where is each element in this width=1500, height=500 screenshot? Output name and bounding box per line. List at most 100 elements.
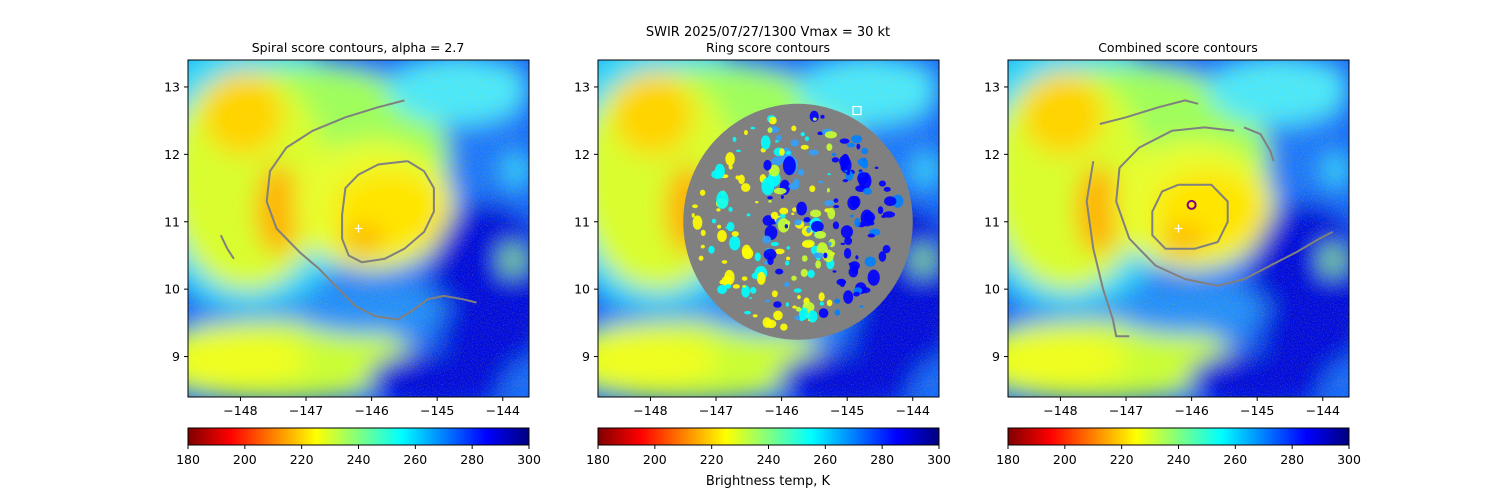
x-tick-label: −148: [223, 403, 257, 418]
x-tick-label: −145: [420, 403, 454, 418]
ring-texture-speck: [798, 307, 809, 321]
ring-texture-speck: [700, 229, 706, 236]
ring-texture-speck: [822, 131, 826, 134]
ring-texture-speck: [746, 213, 751, 217]
ring-texture-speck: [824, 200, 835, 206]
ring-texture-speck: [744, 310, 751, 315]
ring-texture-speck: [850, 214, 854, 218]
ring-texture-speck: [767, 196, 773, 200]
ring-texture-speck: [827, 207, 836, 220]
x-axis: −148 −147 −146 −145 −144: [1043, 397, 1340, 418]
x-axis: −148 −147 −146 −145 −144: [633, 397, 930, 418]
y-tick-label: 9: [172, 349, 180, 364]
ring-texture-speck: [750, 286, 757, 294]
y-tick-label: 11: [164, 214, 180, 229]
x-tick-label: −146: [764, 403, 798, 418]
ring-texture-speck: [711, 218, 717, 224]
colorbar-tick-label: 280: [870, 452, 894, 467]
colorbar-gradient: [597, 427, 940, 446]
ring-texture-speck: [824, 131, 837, 139]
ring-texture-speck: [716, 208, 721, 212]
ring-texture-speck: [698, 255, 704, 261]
colorbar-tick-label: 280: [460, 452, 484, 467]
ring-texture-speck: [801, 255, 808, 262]
ring-texture-speck: [808, 149, 819, 156]
x-tick-label: −147: [1109, 403, 1143, 418]
ring-texture-speck: [803, 217, 811, 223]
ring-texture-speck: [791, 125, 797, 132]
ring-texture-speck: [832, 270, 837, 273]
ring-texture-speck: [779, 148, 785, 156]
y-tick-label: 11: [984, 214, 1000, 229]
ring-texture-speck: [788, 182, 800, 190]
ring-texture-speck: [867, 269, 880, 286]
ring-texture-speck: [785, 302, 789, 307]
ring-texture-speck: [717, 224, 722, 229]
x-axis: −148 −147 −146 −145 −144: [223, 397, 520, 418]
contour-line: [1151, 183, 1229, 250]
ring-texture-speck: [765, 299, 770, 303]
ring-texture-speck: [800, 268, 808, 277]
ring-texture-speck: [863, 187, 872, 195]
ring-texture-speck: [780, 323, 788, 331]
ring-texture-speck: [779, 213, 786, 219]
y-tick-label: 13: [574, 79, 590, 94]
ring-texture-speck: [784, 281, 790, 288]
ring-texture-speck: [741, 244, 752, 258]
ring-texture-speck: [797, 295, 801, 300]
ring-texture-speck: [800, 132, 805, 137]
ring-texture-speck: [768, 200, 772, 203]
ring-texture-speck: [804, 136, 810, 142]
ring-texture-speck: [770, 242, 779, 247]
ring-texture-speck: [840, 225, 853, 239]
ring-texture-speck: [840, 242, 846, 246]
y-tick-label: 10: [164, 282, 180, 297]
figure-suptitle: SWIR 2025/07/27/1300 Vmax = 30 kt: [646, 25, 890, 40]
ring-texture-speck: [776, 134, 782, 142]
ring-texture-speck: [719, 279, 725, 285]
ring-texture-speck: [812, 117, 817, 121]
panel-combined: Combined score contours −148 −147 −146 −145…: [948, 30, 1368, 467]
ring-texture-speck: [826, 143, 833, 151]
ring-texture-speck: [729, 235, 741, 251]
x-tick-label: −148: [1043, 403, 1077, 418]
colorbar-tick-label: 200: [643, 452, 667, 467]
ring-texture-speck: [786, 245, 791, 250]
x-tick-label: −148: [633, 403, 667, 418]
colorbar-tick-label: 180: [996, 452, 1020, 467]
circle-marker: [1186, 199, 1197, 210]
colorbar-tick-label: 220: [290, 452, 314, 467]
ring-texture-speck: [818, 308, 829, 319]
ring-texture-speck: [732, 284, 740, 289]
ring-texture-speck: [721, 275, 733, 287]
y-axis: 9 10 11 12 13: [164, 79, 188, 364]
x-tick-label: −144: [1306, 403, 1340, 418]
colorbar-gradient: [1007, 427, 1350, 446]
ring-texture-speck: [854, 217, 861, 228]
brightness-image: [948, 30, 1368, 410]
x-tick-label: −146: [354, 403, 388, 418]
contour-line: [265, 99, 477, 321]
ring-texture-speck: [823, 252, 828, 259]
ring-texture-speck: [844, 236, 853, 246]
y-tick-label: 13: [164, 79, 180, 94]
colorbar-tick-label: 220: [700, 452, 724, 467]
ring-texture-speck: [735, 175, 740, 180]
contour-line: [1243, 126, 1275, 162]
colorbar-tick-label: 200: [233, 452, 257, 467]
ring-texture-speck: [785, 220, 791, 226]
ring-texture-speck: [708, 245, 715, 254]
ring-texture-speck: [790, 139, 799, 147]
y-tick-label: 10: [984, 282, 1000, 297]
ring-texture-speck: [857, 157, 868, 167]
panel-title: Spiral score contours, alpha = 2.7: [252, 40, 465, 55]
ring-texture-speck: [770, 211, 779, 220]
ring-texture-speck: [741, 183, 751, 192]
ring-texture-speck: [775, 268, 784, 275]
ring-texture-speck: [691, 213, 695, 218]
ring-texture-speck: [794, 219, 802, 226]
ring-texture-speck: [839, 138, 850, 144]
ring-texture-speck: [752, 314, 758, 318]
colorbar-tick-label: 300: [517, 452, 541, 467]
panel-spiral: Spiral score contours, alpha = 2.7 −148 −…: [164, 40, 541, 467]
